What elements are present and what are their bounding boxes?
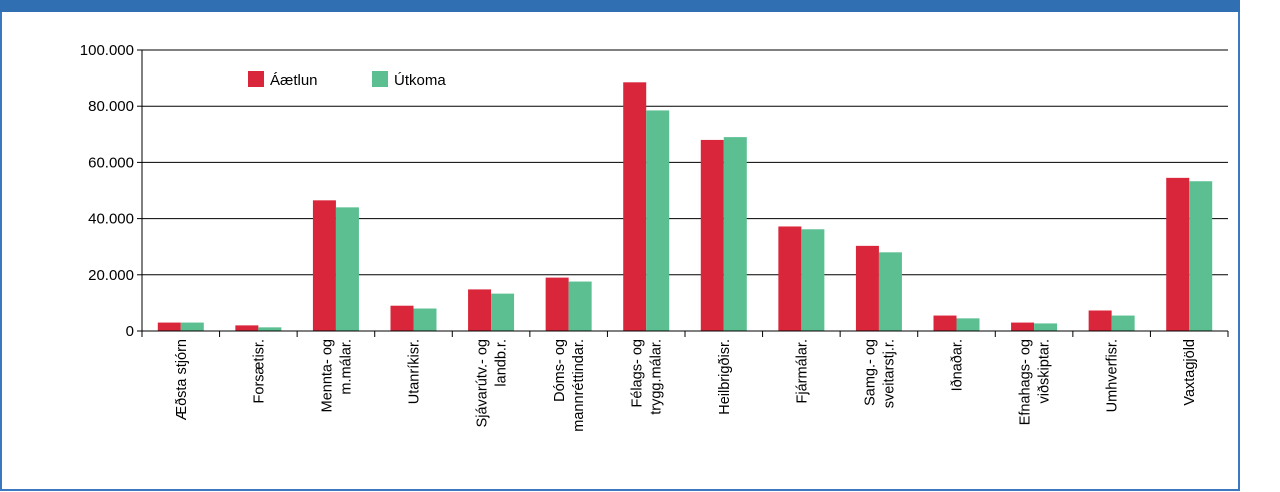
bar-utkoma [568,281,592,331]
y-tick-label: 40.000 [88,211,134,228]
bar-utkoma [258,327,282,331]
x-category-label: viðskiptar. [1037,339,1053,403]
bar-utkoma [491,293,515,331]
x-category-label: Iðnaðar. [950,339,966,391]
x-category-label: Umhverfisr. [1105,339,1121,412]
y-tick-label: 100.000 [80,42,134,59]
x-category-label: Forsætisr. [251,339,267,403]
y-tick-labels: 0 20.000 40.000 60.000 80.000 100.000 [80,42,134,340]
bar-utkoma [180,322,204,331]
bar-utkoma [1034,323,1058,331]
y-tick-label: 0 [126,323,134,340]
bars [157,82,1213,331]
bar-aetlun [855,245,879,331]
x-category-label: Félags- og [630,339,646,408]
legend-swatch-utkoma [372,71,388,87]
x-category-label: Vaxtagjöld [1182,339,1198,406]
x-category-label: Samg.- og [862,339,878,406]
x-category-label: landb.r. [494,339,510,387]
x-category-label: Dóms- og [552,339,568,402]
bar-utkoma [1189,181,1213,331]
bar-aetlun [545,277,569,331]
x-category-label: Æðsta stjórn [174,339,190,420]
bar-utkoma [878,252,902,331]
bar-utkoma [723,137,747,331]
y-tick-label: 20.000 [88,267,134,284]
title-band [0,0,1280,12]
x-category-label: Utanríkisr. [407,339,423,404]
legend-label-utkoma: Útkoma [394,72,446,89]
bar-aetlun [778,226,802,331]
y-tick-label: 60.000 [88,154,134,171]
bar-utkoma [1111,315,1135,331]
bar-aetlun [312,200,336,331]
bar-aetlun [1011,322,1035,331]
bar-aetlun [933,315,957,331]
bar-utkoma [413,308,437,331]
x-category-label: trygg.málar. [649,339,665,415]
bar-aetlun [1088,310,1112,331]
chart-frame [0,12,1240,491]
legend-label-aetlun: Áætlun [270,72,318,89]
x-category-label: m.málar. [338,339,354,395]
bar-aetlun [468,289,492,331]
bar-utkoma [646,110,670,331]
x-category-label: Mennta- og [319,339,335,412]
x-category-label: Heilbrigðisr. [717,339,733,415]
bar-aetlun [390,305,414,331]
legend-swatch-aetlun [248,71,264,87]
legend: Áætlun Útkoma [248,71,446,89]
x-category-label: Efnahags- og [1018,339,1034,425]
bar-aetlun [700,139,724,331]
bar-aetlun [1166,177,1190,331]
x-category-label: Sjávarútv.- og [475,339,491,427]
x-category-label: sveitarstj.r. [881,339,897,408]
right-margin [1240,0,1280,492]
bar-aetlun [157,322,181,331]
y-tick-label: 80.000 [88,98,134,115]
bar-utkoma [335,207,359,331]
bar-utkoma [956,318,980,331]
bar-utkoma [801,229,825,331]
axes [137,49,1229,337]
bar-aetlun [623,82,647,331]
x-category-label: Fjármálar. [794,339,810,403]
x-category-label: mannréttindar. [571,339,587,432]
bar-aetlun [235,325,259,331]
x-category-labels: Æðsta stjórn Forsætisr. Mennta- og m.málar.… [174,339,1198,432]
